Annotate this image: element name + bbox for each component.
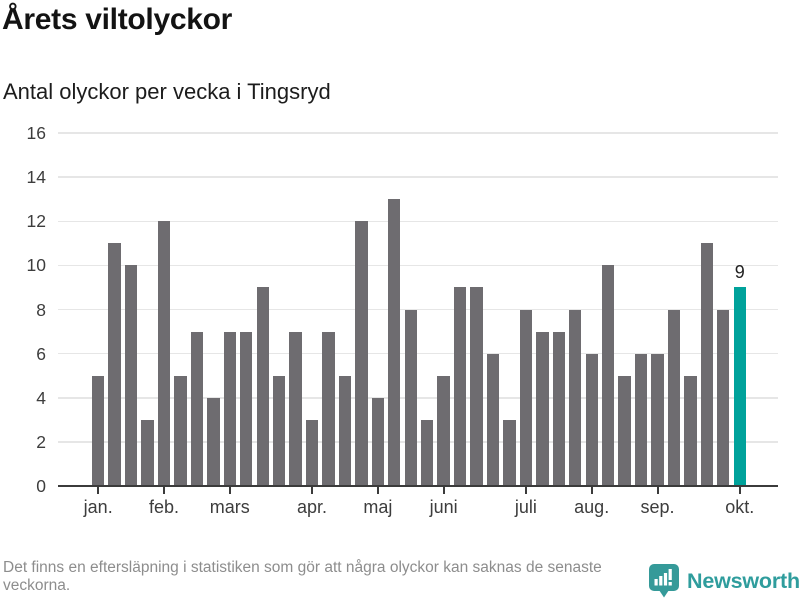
x-tick-okt. — [738, 487, 741, 494]
gridline-10 — [58, 264, 778, 267]
bar-week-9 — [223, 331, 236, 486]
bar-week-28 — [536, 331, 549, 486]
bar-week-7 — [190, 331, 204, 486]
bar-chart: 0 2 4 6 8 10 12 14 16 9 jan. feb. mars apr. maj juni j… — [0, 118, 800, 530]
bar-week-23 — [453, 287, 467, 486]
y-axis-label-16: 16 — [26, 123, 46, 143]
bar-week-11 — [256, 287, 269, 486]
x-axis-label-feb.: feb. — [148, 497, 180, 517]
footnote: Det finns en eftersläpning i statistiken… — [3, 559, 602, 595]
bar-week-12 — [272, 375, 286, 486]
bar-week-31 — [585, 353, 598, 486]
x-tick-sep. — [656, 487, 659, 494]
chart-subtitle: Antal olyckor per vecka i Tingsryd — [3, 79, 331, 104]
x-tick-feb. — [163, 487, 165, 494]
bar-week-39 — [717, 309, 730, 486]
y-axis-label-2: 2 — [36, 431, 46, 452]
bar-week-2 — [108, 243, 121, 486]
chart-title: Årets viltolyckor — [2, 3, 232, 36]
x-axis-line — [58, 485, 778, 487]
bar-week-18 — [371, 397, 385, 486]
bar-week-15 — [322, 331, 335, 486]
newsworthy-logo: Newsworthy — [649, 564, 800, 598]
x-axis-label-apr.: apr. — [297, 497, 328, 517]
x-axis-label-jan.: jan. — [83, 497, 113, 517]
bar-week-40 — [733, 287, 746, 486]
bar-value-label: 9 — [734, 262, 745, 283]
x-axis-label-sep.: sep. — [640, 497, 675, 517]
x-axis-label-aug.: aug. — [574, 497, 610, 517]
x-tick-juni — [442, 487, 445, 494]
bar-week-20 — [404, 309, 417, 486]
bar-week-37 — [684, 375, 697, 486]
gridline-2 — [58, 441, 778, 443]
bar-week-35 — [651, 353, 664, 486]
brand-name: Newsworthy — [687, 568, 800, 593]
bar-week-6 — [174, 375, 187, 486]
x-axis-label-juni: juni — [429, 497, 458, 517]
bar-week-17 — [355, 221, 368, 486]
bar-week-29 — [552, 331, 565, 486]
gridline-4 — [58, 397, 778, 399]
plot-area: 9 — [58, 132, 778, 494]
bar-week-8 — [207, 397, 220, 486]
y-axis-label-4: 4 — [36, 387, 46, 408]
x-axis-label-maj: maj — [363, 497, 393, 517]
newsworthy-logo-icon — [649, 564, 679, 598]
y-axis-label-8: 8 — [36, 299, 46, 320]
bar-week-36 — [667, 309, 681, 486]
bar-week-24 — [470, 287, 483, 486]
x-axis-label-okt.: okt. — [725, 497, 755, 517]
bar-week-3 — [124, 265, 138, 486]
bar-week-16 — [338, 375, 352, 486]
y-axis-label-6: 6 — [36, 343, 46, 364]
x-tick-juli — [524, 487, 527, 494]
gridline-8 — [58, 308, 778, 311]
bar-week-25 — [486, 353, 500, 486]
x-tick-maj — [376, 487, 379, 494]
bar-week-14 — [305, 419, 319, 486]
bar-week-10 — [240, 331, 253, 486]
bar-week-19 — [388, 199, 401, 486]
x-tick-jan. — [97, 487, 100, 494]
bar-week-32 — [601, 265, 615, 486]
y-axis-label-0: 0 — [36, 476, 46, 496]
x-axis-label-juli: juli — [514, 497, 537, 517]
y-axis-label-14: 14 — [26, 167, 46, 188]
bar-week-33 — [618, 375, 631, 486]
gridline-14 — [58, 176, 778, 178]
gridline-16 — [58, 132, 778, 134]
x-tick-aug. — [590, 487, 593, 494]
bar-week-30 — [569, 309, 582, 486]
y-axis-label-12: 12 — [26, 211, 46, 232]
bar-week-21 — [421, 419, 434, 486]
bar-week-13 — [289, 331, 302, 486]
gridline-12 — [58, 220, 778, 222]
bar-week-38 — [700, 243, 714, 486]
gridline-6 — [58, 352, 778, 355]
bar-week-22 — [437, 375, 450, 486]
bar-week-1 — [92, 375, 105, 486]
bar-week-26 — [503, 419, 516, 486]
x-tick-apr. — [311, 487, 314, 494]
x-axis-label-mars: mars — [209, 497, 250, 517]
bar-week-34 — [634, 353, 648, 486]
bar-week-27 — [519, 309, 533, 486]
y-axis-label-10: 10 — [26, 255, 46, 276]
bar-week-4 — [141, 419, 154, 486]
bar-week-5 — [157, 221, 171, 486]
x-tick-mars — [228, 487, 231, 494]
